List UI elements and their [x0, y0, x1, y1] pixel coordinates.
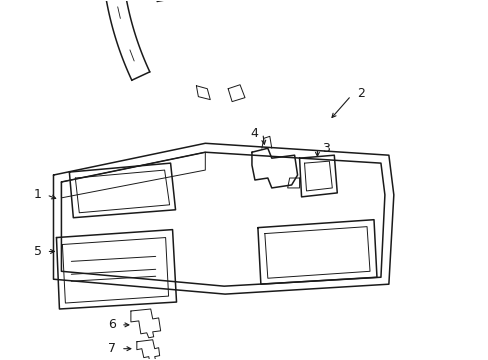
- Text: 2: 2: [356, 87, 364, 100]
- Text: 4: 4: [249, 127, 257, 140]
- Text: 1: 1: [34, 188, 41, 201]
- Text: 6: 6: [108, 318, 116, 331]
- Text: 5: 5: [34, 245, 41, 258]
- Text: 3: 3: [322, 142, 329, 155]
- Text: 7: 7: [108, 342, 116, 355]
